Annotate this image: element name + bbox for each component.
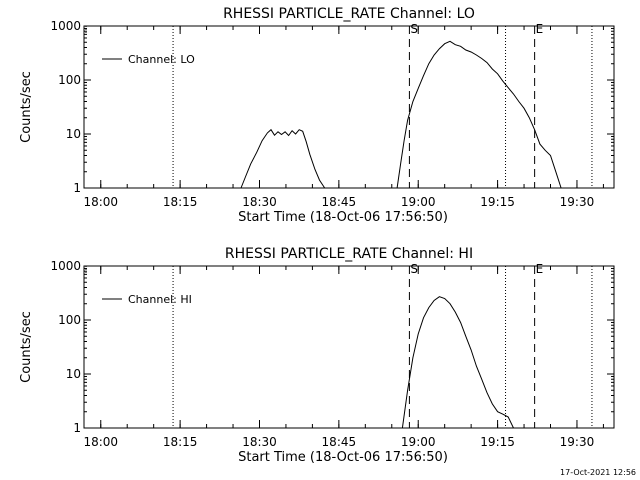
plot-frame [83, 25, 615, 189]
y-axis-label: Counts/sec [19, 311, 34, 383]
x-tick-label: 19:15 [480, 435, 515, 449]
plot-frame [83, 265, 615, 429]
x-tick-label: 19:15 [480, 195, 515, 209]
marker-label-e: E [536, 22, 544, 36]
x-tick-label: 18:45 [322, 195, 357, 209]
chart-title: RHESSI PARTICLE_RATE Channel: LO [223, 6, 475, 22]
x-tick-label: 18:45 [322, 435, 357, 449]
x-tick-label: 18:30 [242, 435, 277, 449]
series-line [396, 40, 562, 189]
y-tick-label: 10 [66, 127, 81, 141]
x-tick-label: 19:00 [401, 195, 436, 209]
x-tick-label: 19:30 [560, 435, 595, 449]
chart-panel-2: RHESSI PARTICLE_RATE Channel: HI 1 10 100 10… [19, 246, 615, 465]
y-tick-label: 1000 [50, 19, 81, 33]
series-line [401, 296, 514, 429]
x-tick-label: 19:00 [401, 435, 436, 449]
y-tick-label: 10 [66, 367, 81, 381]
y-axis-label: Counts/sec [19, 71, 34, 143]
y-tick-label: 100 [58, 73, 81, 87]
x-axis-label: Start Time (18-Oct-06 17:56:50) [238, 450, 448, 465]
x-tick-label: 18:15 [163, 195, 198, 209]
y-tick-label: 1 [73, 421, 81, 435]
marker-label-e: E [536, 262, 544, 276]
series-line [240, 128, 326, 189]
y-tick-label: 100 [58, 313, 81, 327]
chart-title: RHESSI PARTICLE_RATE Channel: HI [225, 246, 473, 262]
chart-panel-1: RHESSI PARTICLE_RATE Channel: LO 1 10 100 10… [19, 6, 615, 225]
footer-timestamp: 17-Oct-2021 12:56 [560, 468, 636, 477]
legend-entry: Channel: HI [128, 293, 192, 306]
x-tick-label: 18:30 [242, 195, 277, 209]
marker-label-s: S [410, 262, 418, 276]
y-tick-label: 1 [73, 181, 81, 195]
x-tick-label: 19:30 [560, 195, 595, 209]
legend-entry: Channel: LO [128, 53, 195, 66]
x-tick-label: 18:00 [83, 195, 118, 209]
marker-label-s: S [410, 22, 418, 36]
x-axis-label: Start Time (18-Oct-06 17:56:50) [238, 210, 448, 225]
y-tick-label: 1000 [50, 259, 81, 273]
x-tick-label: 18:15 [163, 435, 198, 449]
x-tick-label: 18:00 [83, 435, 118, 449]
